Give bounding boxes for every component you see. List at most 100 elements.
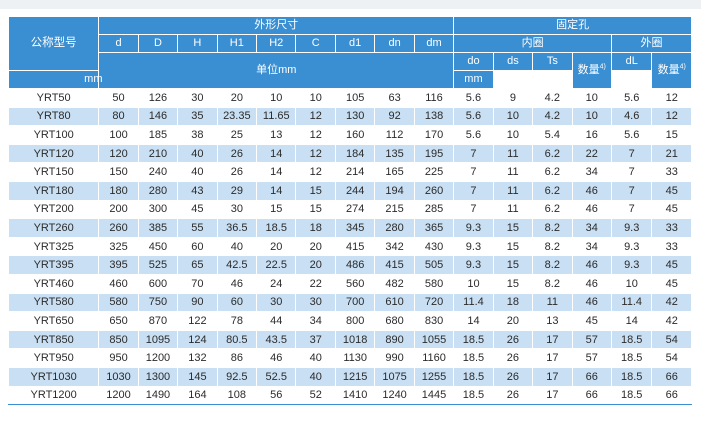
value-cell: 46 <box>571 293 612 313</box>
value-cell: 54 <box>651 330 692 350</box>
value-cell: 415 <box>334 237 376 257</box>
value-cell: 126 <box>137 88 179 108</box>
value-cell: 63 <box>374 88 415 108</box>
value-cell: 5.6 <box>453 88 494 108</box>
model-cell: YRT580 <box>7 293 100 313</box>
table-row: YRT1200 1200 1490 164 108 56 52 1410 1240 1445 18.… <box>7 386 692 406</box>
value-cell: 60 <box>177 237 218 257</box>
value-cell: 46 <box>571 181 612 201</box>
value-cell: 57 <box>571 348 612 368</box>
value-cell: 164 <box>177 386 218 406</box>
value-cell: 38 <box>177 125 218 145</box>
value-cell: 22 <box>571 144 612 164</box>
value-cell: 46 <box>571 200 612 220</box>
value-cell: 990 <box>374 348 415 368</box>
value-cell: 34 <box>571 218 612 238</box>
table-row: YRT325 325 450 60 40 20 20 415 342 430 9.3 15 8.2 34 9… <box>7 237 692 257</box>
value-cell: 15 <box>651 125 692 145</box>
value-cell: 260 <box>413 181 455 201</box>
value-cell: 37 <box>295 330 336 350</box>
col-header-dn: dn <box>374 34 415 53</box>
value-cell: 11.65 <box>256 107 297 127</box>
value-cell: 11 <box>532 293 573 313</box>
value-cell: 1490 <box>137 386 179 406</box>
model-cell: YRT100 <box>7 125 100 145</box>
inner-ring-header: 内圈 <box>453 34 612 53</box>
model-cell: YRT950 <box>7 348 100 368</box>
value-cell: 6.2 <box>532 181 573 201</box>
value-cell: 45 <box>651 274 692 294</box>
value-cell: 1095 <box>137 330 179 350</box>
value-cell: 415 <box>374 255 415 275</box>
value-cell: 150 <box>98 162 139 182</box>
value-cell: 10 <box>295 88 336 108</box>
value-cell: 1055 <box>413 330 455 350</box>
value-cell: 4.2 <box>532 88 573 108</box>
table-row: YRT850 850 1095 124 80.5 43.5 37 1018 890 1055 18.… <box>7 330 692 350</box>
value-cell: 184 <box>334 144 376 164</box>
value-cell: 44 <box>256 311 297 331</box>
value-cell: 1300 <box>137 367 179 387</box>
outer-count-header: 数量4) <box>651 52 692 89</box>
value-cell: 23.35 <box>216 107 258 127</box>
model-cell: YRT150 <box>7 162 100 182</box>
value-cell: 1240 <box>374 386 415 406</box>
value-cell: 4.6 <box>610 107 653 127</box>
value-cell: 66 <box>651 386 692 406</box>
value-cell: 57 <box>571 330 612 350</box>
value-cell: 43 <box>177 181 218 201</box>
inner-footnote-mark: 4) <box>599 63 606 71</box>
value-cell: 18 <box>492 293 534 313</box>
value-cell: 50 <box>98 88 139 108</box>
value-cell: 100 <box>98 125 139 145</box>
col-header-d1: d1 <box>334 34 376 53</box>
value-cell: 65 <box>177 255 218 275</box>
value-cell: 165 <box>374 162 415 182</box>
value-cell: 342 <box>374 237 415 257</box>
value-cell: 600 <box>137 274 179 294</box>
value-cell: 8.2 <box>532 237 573 257</box>
value-cell: 9.3 <box>453 237 494 257</box>
outer-count-label: 数量 <box>657 64 680 76</box>
value-cell: 525 <box>137 255 179 275</box>
value-cell: 20 <box>216 88 258 108</box>
value-cell: 16 <box>571 125 612 145</box>
value-cell: 24 <box>256 274 297 294</box>
col-header-do: do <box>453 52 494 71</box>
value-cell: 8.2 <box>532 218 573 238</box>
value-cell: 9.3 <box>610 237 653 257</box>
value-cell: 560 <box>334 274 376 294</box>
value-cell: 46 <box>571 255 612 275</box>
value-cell: 36.5 <box>216 218 258 238</box>
value-cell: 80.5 <box>216 330 258 350</box>
value-cell: 18.5 <box>453 330 494 350</box>
value-cell: 11 <box>492 181 534 201</box>
value-cell: 7 <box>453 200 494 220</box>
value-cell: 20 <box>256 237 297 257</box>
value-cell: 108 <box>216 386 258 406</box>
value-cell: 40 <box>177 144 218 164</box>
value-cell: 26 <box>492 330 534 350</box>
col-header-dm: dm <box>413 34 455 53</box>
value-cell: 1255 <box>413 367 455 387</box>
value-cell: 800 <box>334 311 376 331</box>
col-header-ds: ds <box>492 52 534 71</box>
table-row: YRT200 200 300 45 30 15 15 274 215 285 7 11 6.2 46 7 45 <box>7 200 692 220</box>
table-row: YRT650 650 870 122 78 44 34 800 680 830 14 20 13 45 14… <box>7 311 692 331</box>
value-cell: 580 <box>413 274 455 294</box>
value-cell: 890 <box>374 330 415 350</box>
value-cell: 90 <box>177 293 218 313</box>
value-cell: 7 <box>610 200 653 220</box>
value-cell: 30 <box>295 293 336 313</box>
value-cell: 18.5 <box>453 386 494 406</box>
value-cell: 14 <box>453 311 494 331</box>
table-row: YRT260 260 385 55 36.5 18.5 18 345 280 365 9.3 15 8.… <box>7 218 692 238</box>
value-cell: 720 <box>413 293 455 313</box>
table-row: YRT1030 1030 1300 145 92.5 52.5 40 1215 1075 1255… <box>7 367 692 387</box>
value-cell: 280 <box>374 218 415 238</box>
value-cell: 34 <box>571 162 612 182</box>
value-cell: 12 <box>295 144 336 164</box>
value-cell: 5.6 <box>610 88 653 108</box>
value-cell: 505 <box>413 255 455 275</box>
value-cell: 6.2 <box>532 162 573 182</box>
